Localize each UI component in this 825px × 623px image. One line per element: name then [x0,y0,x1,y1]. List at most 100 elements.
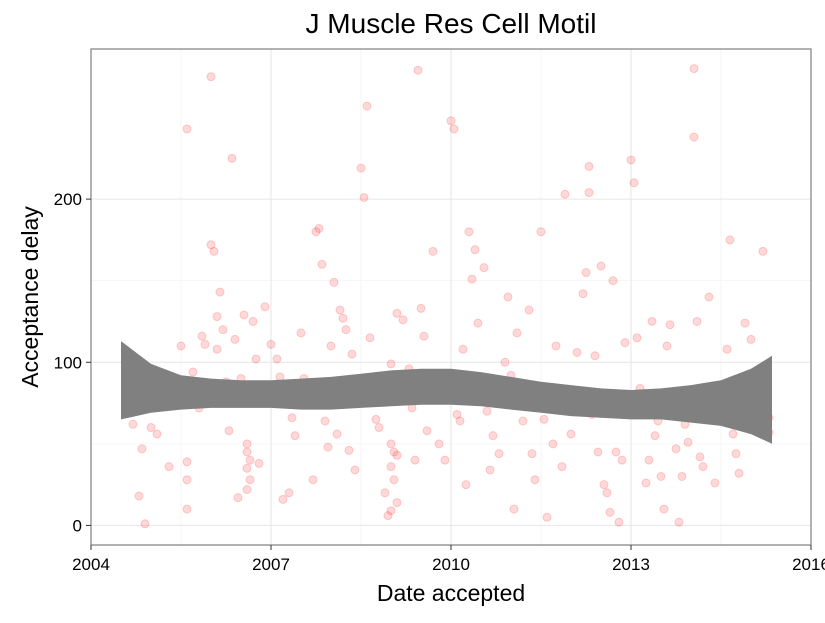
data-point [254,458,264,468]
data-point [230,334,240,344]
data-point [164,462,174,472]
data-point [542,512,552,522]
data-point [674,517,684,527]
data-point [479,263,489,273]
data-point [695,452,705,462]
data-point [710,478,720,488]
data-point [227,153,237,163]
data-point [242,463,252,473]
data-point [467,274,477,284]
data-point [590,351,600,361]
data-point [359,192,369,202]
y-axis-label: Acceptance delay [17,206,43,388]
data-point [470,245,480,255]
data-point [245,475,255,485]
data-point [344,445,354,455]
data-point [605,507,615,517]
plot-area: 2004 2007 2010 2013 2016 0 100 200 [54,48,825,574]
data-point [386,439,396,449]
data-point [182,504,192,514]
data-point [671,444,681,454]
data-point [248,316,258,326]
data-point [389,475,399,485]
data-point [746,334,756,344]
data-point [500,357,510,367]
data-point [656,471,666,481]
data-point [632,333,642,343]
data-point [356,163,366,173]
data-point [206,72,216,82]
data-point [290,431,300,441]
data-point [206,240,216,250]
data-point [584,161,594,171]
data-point [434,439,444,449]
data-point [212,312,222,322]
data-point [389,447,399,457]
data-point [311,227,321,237]
x-tick-label: 2013 [612,555,650,574]
data-point [329,277,339,287]
data-point [392,450,402,460]
data-point [659,504,669,514]
data-point [182,457,192,467]
data-point [233,493,243,503]
data-point [209,246,219,256]
data-point [266,339,276,349]
data-point [242,485,252,495]
data-point [182,475,192,485]
data-point [347,349,357,359]
data-point [242,439,252,449]
data-point [392,498,402,508]
data-point [617,455,627,465]
data-point [365,333,375,343]
data-point [677,471,687,481]
data-point [461,480,471,490]
data-point [287,413,297,423]
data-point [296,328,306,338]
data-point [578,289,588,299]
data-point [758,246,768,256]
data-point [386,506,396,516]
data-point [689,64,699,74]
data-point [260,302,270,312]
y-tick-label: 100 [54,353,82,372]
data-point [272,354,282,364]
data-point [317,259,327,269]
data-point [731,449,741,459]
data-point [446,116,456,126]
data-point [197,331,207,341]
data-point [692,316,702,326]
data-point [452,409,462,419]
data-point [581,268,591,278]
data-point [146,423,156,433]
data-point [413,65,423,75]
data-point [725,235,735,245]
data-point [599,480,609,490]
data-point [215,287,225,297]
data-point [419,331,429,341]
data-point [629,178,639,188]
data-point [428,246,438,256]
data-point [665,320,675,330]
data-point [494,449,504,459]
data-point [212,344,222,354]
smooth-confidence-band [121,341,772,444]
data-point [374,423,384,433]
data-point [350,465,360,475]
data-point [134,491,144,501]
data-point [641,478,651,488]
data-point [320,416,330,426]
data-point [323,442,333,452]
data-point [683,437,693,447]
data-point [398,315,408,325]
data-point [182,124,192,134]
data-point [440,455,450,465]
data-point [335,305,345,315]
data-point [455,416,465,426]
data-point [224,426,234,436]
data-point [611,447,621,457]
x-axis-label: Date accepted [377,580,525,606]
data-point [128,419,138,429]
